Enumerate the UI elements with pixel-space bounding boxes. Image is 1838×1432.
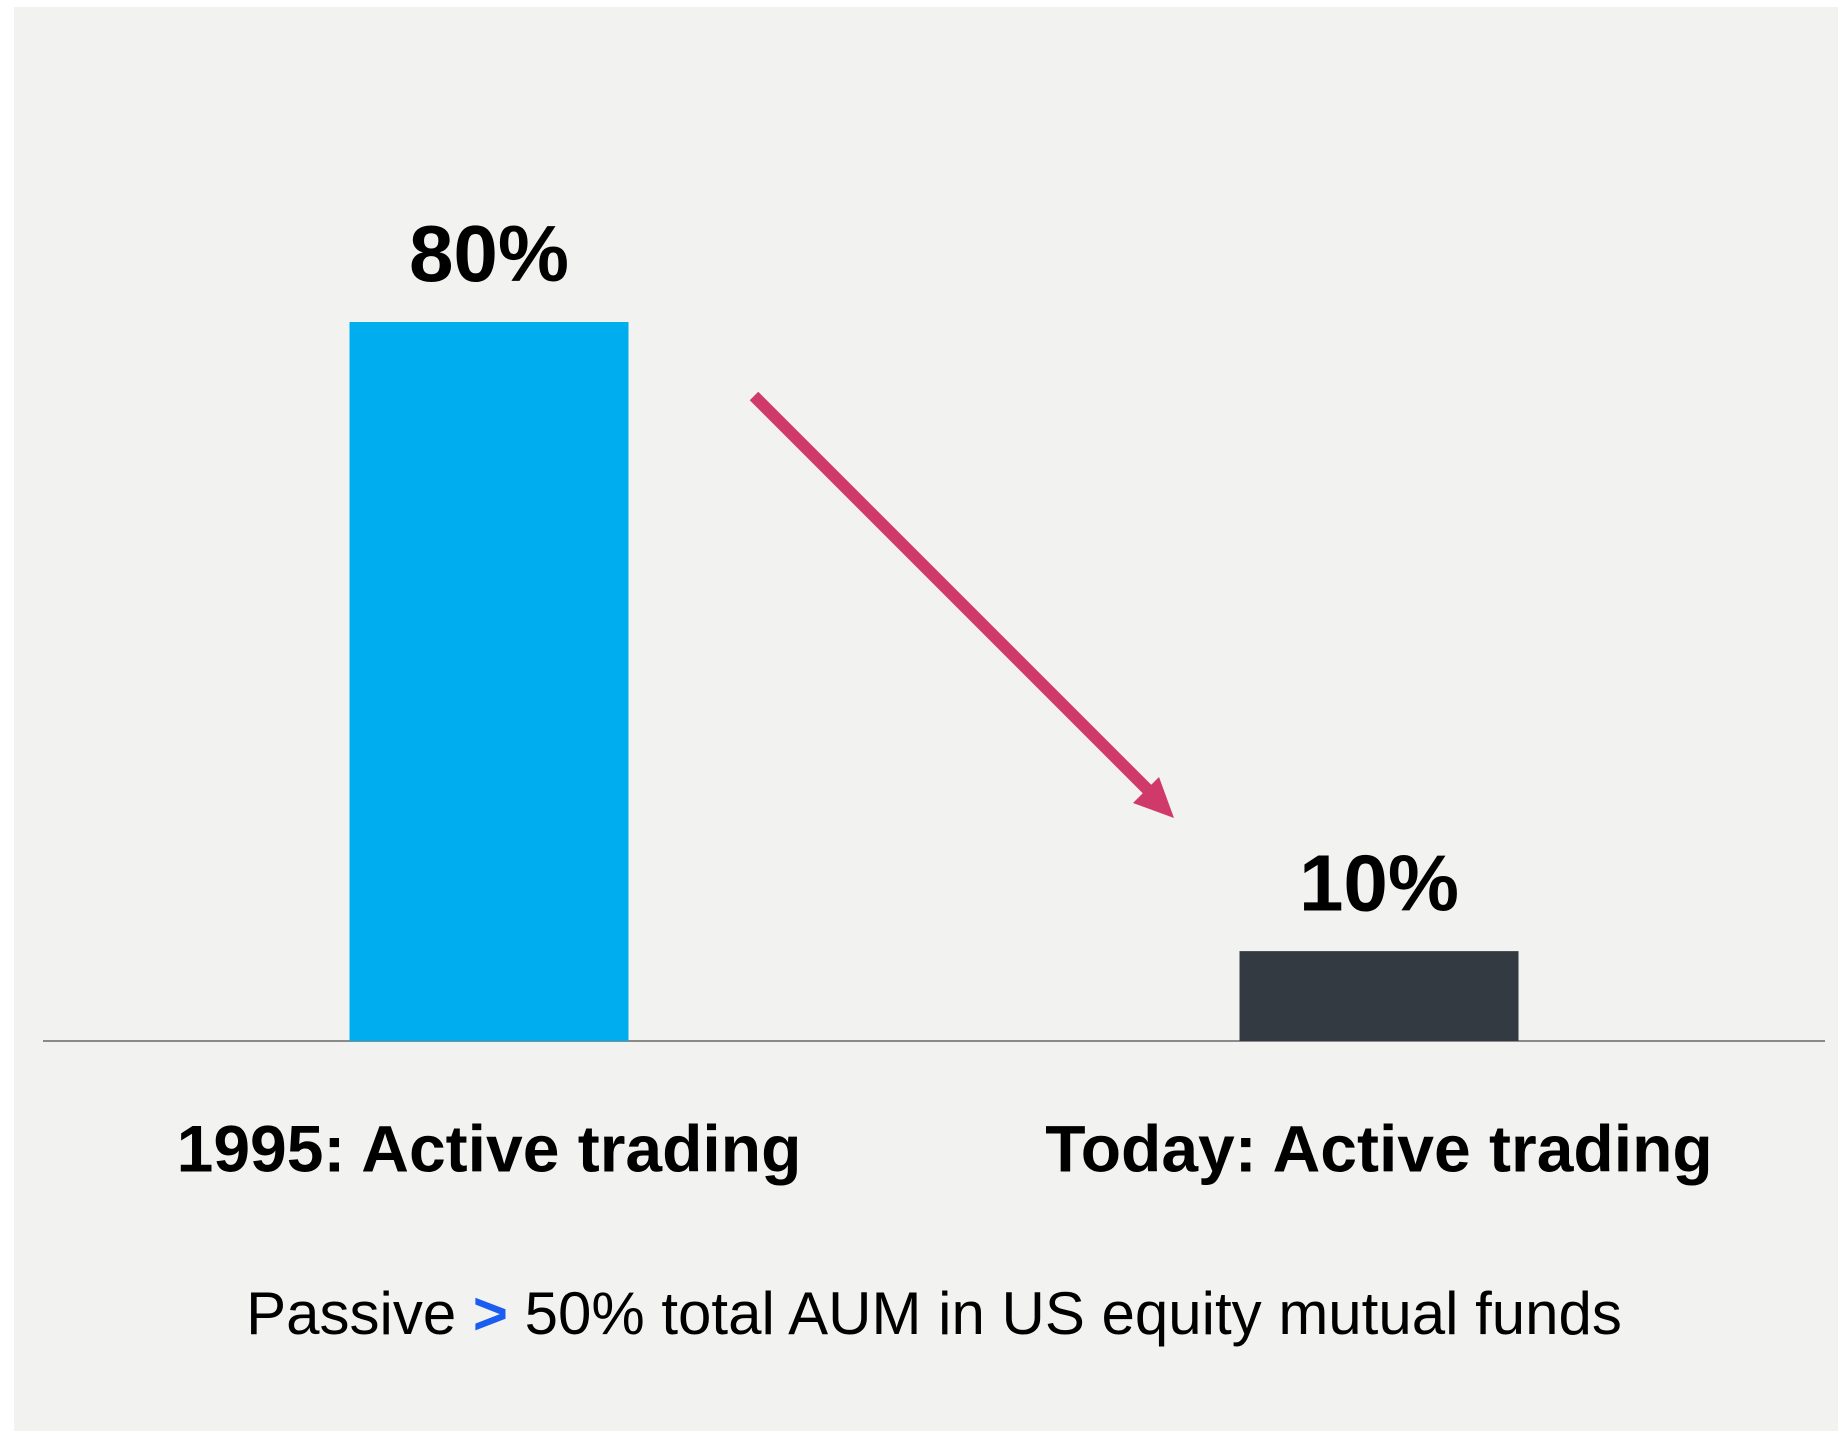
footnote-text: 50% total AUM in US equity mutual funds	[525, 1280, 1622, 1347]
footnote-text: Passive	[246, 1280, 456, 1347]
bar	[1239, 951, 1519, 1041]
footnote-symbol: >	[473, 1280, 508, 1347]
value-label: 80%	[409, 209, 569, 298]
bar	[349, 322, 629, 1041]
category-label: Today: Active trading	[1045, 1111, 1712, 1185]
footnote: Passive > 50% total AUM in US equity mut…	[246, 1280, 1622, 1347]
trend-arrow	[749, 391, 1174, 818]
value-label: 10%	[1299, 838, 1459, 927]
category-label: 1995: Active trading	[177, 1111, 802, 1185]
background	[14, 7, 1838, 1431]
